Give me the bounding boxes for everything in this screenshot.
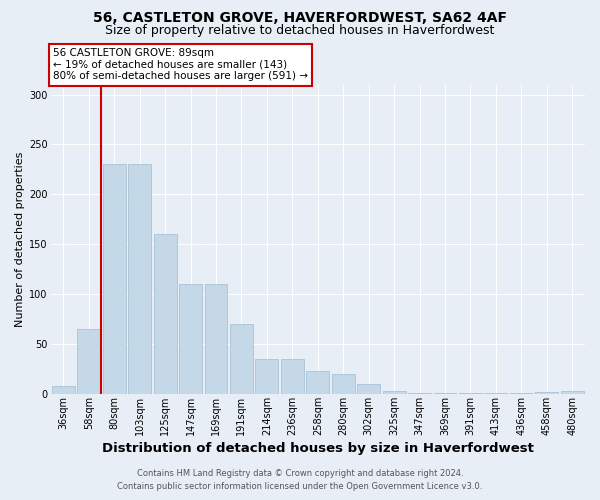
Bar	[205, 284, 227, 395]
Bar	[154, 234, 176, 394]
Text: Size of property relative to detached houses in Haverfordwest: Size of property relative to detached ho…	[106, 24, 494, 37]
Text: 56 CASTLETON GROVE: 89sqm
← 19% of detached houses are smaller (143)
80% of semi: 56 CASTLETON GROVE: 89sqm ← 19% of detac…	[53, 48, 308, 82]
Bar	[179, 284, 202, 395]
Text: Contains HM Land Registry data © Crown copyright and database right 2024.
Contai: Contains HM Land Registry data © Crown c…	[118, 470, 482, 491]
Bar	[561, 392, 584, 394]
Bar	[77, 330, 100, 394]
Text: 56, CASTLETON GROVE, HAVERFORDWEST, SA62 4AF: 56, CASTLETON GROVE, HAVERFORDWEST, SA62…	[93, 11, 507, 25]
Bar	[52, 386, 75, 394]
Bar	[332, 374, 355, 394]
Bar	[281, 360, 304, 394]
Bar	[103, 164, 125, 394]
Bar	[535, 392, 558, 394]
Bar	[256, 360, 278, 394]
X-axis label: Distribution of detached houses by size in Haverfordwest: Distribution of detached houses by size …	[102, 442, 534, 455]
Y-axis label: Number of detached properties: Number of detached properties	[15, 152, 25, 327]
Bar	[230, 324, 253, 394]
Bar	[357, 384, 380, 394]
Bar	[307, 372, 329, 394]
Bar	[383, 392, 406, 394]
Bar	[128, 164, 151, 394]
